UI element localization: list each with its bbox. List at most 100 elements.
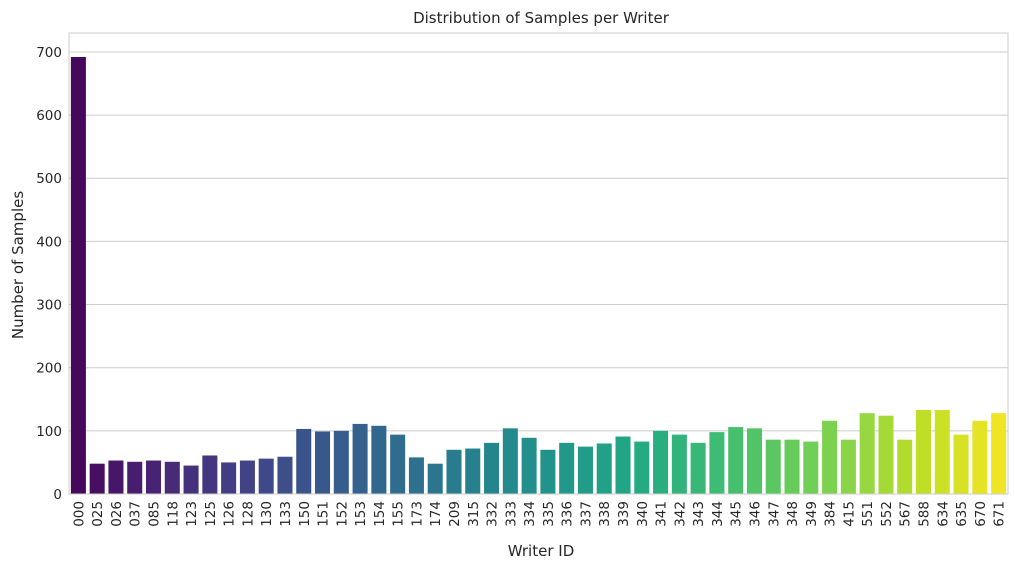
bar-670 <box>972 420 988 494</box>
x-tick-label: 150 <box>297 501 313 527</box>
y-tick-label: 600 <box>36 108 62 124</box>
bar-150 <box>296 428 312 494</box>
bar-000 <box>70 56 86 495</box>
x-tick-label: 634 <box>935 501 951 527</box>
bar-151 <box>315 431 331 494</box>
grid-lines <box>69 51 1008 495</box>
x-tick-label: 152 <box>334 501 350 527</box>
x-tick-label: 415 <box>841 501 857 527</box>
bar-315 <box>465 448 481 494</box>
plot-frame <box>68 32 1009 495</box>
bar-332 <box>484 442 500 494</box>
x-tick-label: 332 <box>485 501 501 527</box>
x-tick-label: 333 <box>503 501 519 527</box>
bar-341 <box>653 430 669 494</box>
bar-133 <box>277 456 293 494</box>
x-tick-label: 339 <box>616 501 632 527</box>
x-tick-label: 347 <box>766 501 782 527</box>
bar-155 <box>390 434 406 494</box>
x-tick-label: 671 <box>992 501 1008 527</box>
x-tick-label: 315 <box>466 501 482 527</box>
bar-347 <box>765 439 781 494</box>
bar-173 <box>408 457 424 494</box>
bar-125 <box>202 455 218 494</box>
bar-343 <box>690 442 706 494</box>
x-tick-label: 670 <box>973 501 989 527</box>
x-tick-label: 588 <box>916 501 932 527</box>
x-tick-label: 133 <box>278 501 294 527</box>
bar-154 <box>371 425 387 494</box>
bar-552 <box>878 415 894 494</box>
bars <box>70 56 1007 495</box>
x-tick-label: 334 <box>522 501 538 527</box>
x-tick-label: 209 <box>447 501 463 527</box>
y-axis-ticks: 0 100 200 300 400 500 600 700 <box>36 45 62 503</box>
x-tick-label: 338 <box>597 501 613 527</box>
x-tick-label: 000 <box>71 501 87 527</box>
bar-126 <box>221 462 237 494</box>
x-tick-label: 341 <box>654 501 670 527</box>
bar-026 <box>108 460 124 494</box>
x-tick-label: 343 <box>691 501 707 527</box>
y-tick-label: 400 <box>36 234 62 250</box>
x-tick-label: 118 <box>165 501 181 527</box>
x-tick-label: 026 <box>109 501 125 527</box>
x-axis-label: Writer ID <box>508 542 575 560</box>
bar-344 <box>709 432 725 494</box>
x-tick-label: 635 <box>954 501 970 527</box>
x-tick-label: 125 <box>203 501 219 527</box>
bar-340 <box>634 441 650 494</box>
bar-346 <box>746 428 762 494</box>
bar-037 <box>127 461 143 494</box>
x-tick-label: 349 <box>804 501 820 527</box>
x-axis-ticks: 000 025 026 037 085 118 123 125 126 128 130 133 150 1… <box>71 501 1007 527</box>
x-tick-label: 340 <box>635 501 651 527</box>
x-tick-label: 128 <box>240 501 256 527</box>
bar-118 <box>164 461 180 494</box>
bar-348 <box>784 439 800 494</box>
bar-209 <box>446 449 462 494</box>
x-tick-label: 173 <box>409 501 425 527</box>
x-tick-label: 153 <box>353 501 369 527</box>
x-tick-label: 126 <box>222 501 238 527</box>
bar-336 <box>559 442 575 494</box>
x-tick-label: 342 <box>672 501 688 527</box>
y-tick-label: 200 <box>36 361 62 377</box>
bar-335 <box>540 449 556 494</box>
bar-635 <box>953 434 969 494</box>
x-tick-label: 130 <box>259 501 275 527</box>
y-tick-label: 100 <box>36 424 62 440</box>
bar-345 <box>728 427 744 494</box>
chart-title: Distribution of Samples per Writer <box>413 9 670 27</box>
bar-339 <box>615 436 631 494</box>
x-tick-label: 037 <box>128 501 144 527</box>
x-tick-label: 348 <box>785 501 801 527</box>
x-tick-label: 174 <box>428 501 444 527</box>
x-tick-label: 337 <box>578 501 594 527</box>
x-tick-label: 151 <box>316 501 332 527</box>
x-tick-label: 335 <box>541 501 557 527</box>
bar-551 <box>859 413 875 494</box>
x-tick-label: 123 <box>184 501 200 527</box>
bar-337 <box>577 446 593 494</box>
bar-384 <box>822 420 838 494</box>
bar-085 <box>145 460 162 494</box>
bar-671 <box>991 413 1007 494</box>
bar-634 <box>934 410 950 494</box>
bar-025 <box>89 463 105 494</box>
x-tick-label: 336 <box>560 501 576 527</box>
bar-152 <box>333 430 349 494</box>
bar-588 <box>915 410 932 494</box>
bar-342 <box>671 434 687 494</box>
bar-349 <box>803 441 819 494</box>
bar-130 <box>258 458 274 494</box>
x-tick-label: 345 <box>729 501 745 527</box>
y-axis-label: Number of Samples <box>9 191 27 339</box>
x-tick-label: 344 <box>710 501 726 527</box>
x-tick-label: 384 <box>823 501 839 527</box>
bar-333 <box>502 428 518 494</box>
x-tick-label: 346 <box>747 501 763 527</box>
x-tick-label: 025 <box>90 501 106 527</box>
y-tick-label: 700 <box>36 45 62 61</box>
